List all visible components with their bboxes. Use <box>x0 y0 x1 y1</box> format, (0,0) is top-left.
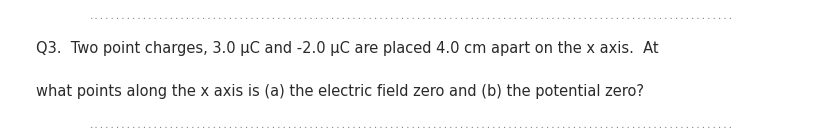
Text: ................................................................................: ........................................… <box>88 121 733 130</box>
Text: what points along the x axis is (a) the electric field zero and (b) the potentia: what points along the x axis is (a) the … <box>36 84 643 99</box>
Text: ................................................................................: ........................................… <box>88 12 733 21</box>
Text: Q3.  Two point charges, 3.0 μC and -2.0 μC are placed 4.0 cm apart on the x axis: Q3. Two point charges, 3.0 μC and -2.0 μ… <box>36 41 657 56</box>
